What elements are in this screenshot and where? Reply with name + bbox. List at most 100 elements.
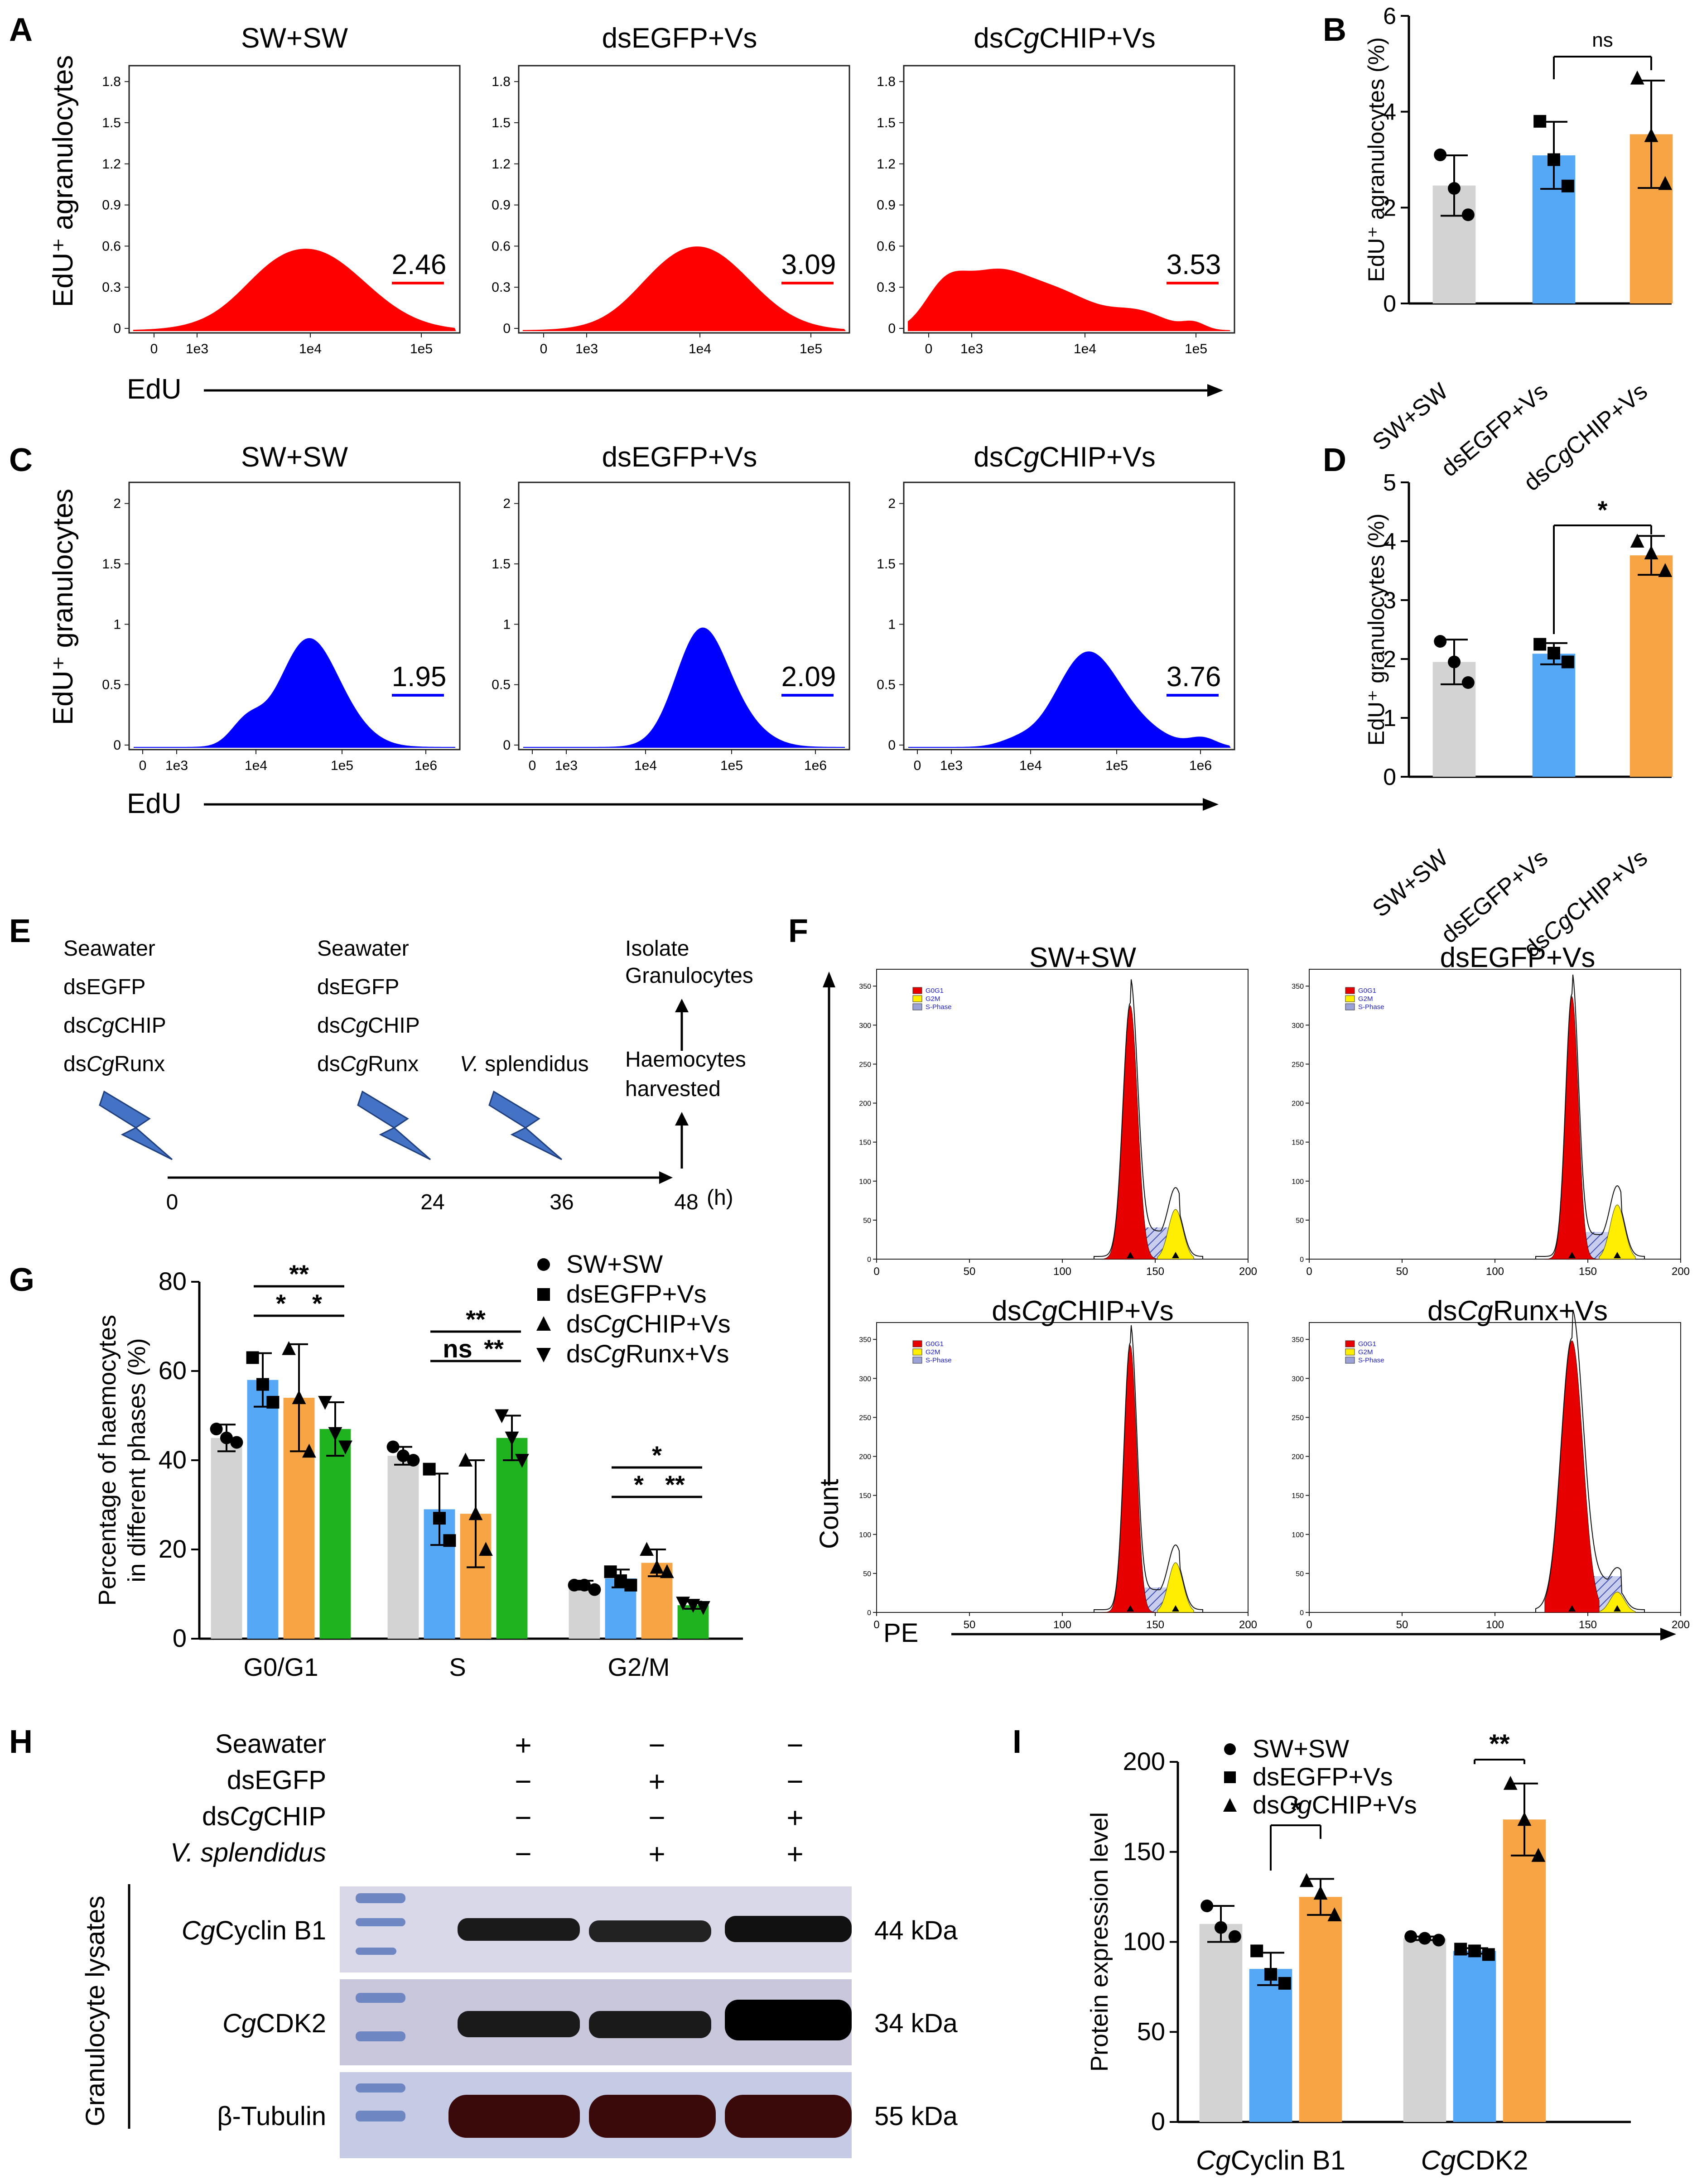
f-title-runx: dsCgRunx+Vs bbox=[1427, 1295, 1608, 1327]
y-tick-label: 2 bbox=[503, 496, 511, 511]
data-point bbox=[479, 1542, 493, 1556]
minus-sign: − bbox=[786, 1729, 803, 1761]
h-row-seawater: Seawater bbox=[215, 1729, 326, 1759]
minus-sign: − bbox=[648, 1729, 665, 1761]
data-point bbox=[1630, 534, 1644, 548]
band-cdk2-lane2 bbox=[589, 2011, 711, 2038]
cc-x-tick-label: 100 bbox=[1053, 1619, 1071, 1631]
panel-f: Count PE 0 50 100 150 200 250 300 350 0 50 100 150 2… bbox=[815, 942, 1690, 1648]
x-tick-label: 1e6 bbox=[1189, 758, 1212, 773]
cc-y-tick-label: 300 bbox=[859, 1375, 871, 1383]
data-point bbox=[1448, 182, 1461, 195]
cc-x-tick-label: 150 bbox=[1579, 1619, 1597, 1631]
y-tick-label: 1.2 bbox=[102, 157, 121, 172]
x-tick-label: 0 bbox=[925, 342, 933, 356]
panel-letter-f: F bbox=[788, 913, 808, 949]
legend-part: Runx+Vs bbox=[626, 1339, 729, 1368]
category-label: G0/G1 bbox=[244, 1653, 318, 1681]
e-col1-0: Seawater bbox=[63, 937, 155, 961]
panel-letter-c: C bbox=[9, 442, 33, 478]
data-point bbox=[686, 1599, 700, 1613]
histogram-curve bbox=[134, 638, 456, 748]
x-tick-label: 1e3 bbox=[555, 758, 578, 773]
category-label: CgCDK2 bbox=[1421, 2145, 1528, 2175]
panel-c-title-sw: SW+SW bbox=[241, 442, 348, 473]
panel-letter-a: A bbox=[9, 12, 33, 48]
x-tick-label: 1e4 bbox=[299, 342, 322, 356]
panel-c-ylabel: EdU⁺ granulocytes bbox=[48, 489, 79, 725]
bar bbox=[247, 1380, 279, 1639]
legend-part: ds bbox=[1253, 1790, 1279, 1819]
cc-x-tick-label: 200 bbox=[1672, 1265, 1690, 1278]
h-row-vs: V. splendidus bbox=[170, 1838, 326, 1867]
panel-h-western-blot: Seawater dsEGFP dsCgCHIP V. splendidus +… bbox=[81, 1729, 958, 2158]
data-point bbox=[1533, 115, 1547, 128]
band-tubulin-lane1 bbox=[448, 2095, 580, 2138]
x-tick-label: 1e4 bbox=[245, 758, 267, 773]
y-axis-label: Protein expression level bbox=[1086, 1812, 1113, 2072]
sig-label: ** bbox=[1489, 1729, 1510, 1759]
f-xlabel: PE bbox=[883, 1618, 918, 1648]
h-kda-cyclin: 44 kDa bbox=[874, 1916, 958, 1945]
gate-percentage: 2.09 bbox=[781, 661, 836, 693]
e-time-unit: (h) bbox=[707, 1186, 733, 1210]
legend-marker bbox=[536, 1348, 551, 1362]
cc-x-tick-label: 0 bbox=[1306, 1619, 1312, 1631]
legend-label: S-Phase bbox=[926, 1003, 952, 1011]
e-time-36: 36 bbox=[550, 1190, 574, 1214]
histogram-curve bbox=[523, 627, 845, 748]
category-label: G2/M bbox=[608, 1653, 670, 1681]
x-tick-label: 1e5 bbox=[1185, 342, 1207, 356]
data-point bbox=[1228, 1930, 1241, 1943]
y-tick-label: 2 bbox=[1383, 195, 1396, 221]
panel-letter-b: B bbox=[1323, 12, 1346, 48]
data-point bbox=[1561, 179, 1574, 192]
legend-label: SW+SW bbox=[1253, 1734, 1349, 1763]
legend-marker bbox=[1224, 1771, 1236, 1783]
legend-swatch bbox=[1345, 1340, 1355, 1347]
gate-percentage: 1.95 bbox=[392, 661, 447, 693]
band-cyclin-lane3 bbox=[725, 1916, 852, 1942]
b-xlabel-sw: SW+SW bbox=[1368, 378, 1453, 456]
y-tick-label: 0.6 bbox=[492, 239, 511, 254]
y-tick-label: 5 bbox=[1383, 470, 1396, 496]
plus-sign: + bbox=[515, 1729, 531, 1761]
histogram-a-sw: 0 0.3 0.6 0.9 1.2 1.5 1.8 0 1e3 1e4 1e5 2.46 bbox=[102, 65, 461, 356]
marker-triangle bbox=[1568, 1605, 1576, 1612]
y-tick-label: 1 bbox=[888, 617, 896, 632]
panel-a-title-sw: SW+SW bbox=[241, 23, 348, 54]
ladder-band bbox=[356, 1993, 405, 2003]
h-side-label: Granulocyte lysates bbox=[81, 1895, 110, 2126]
sig-label: ** bbox=[289, 1260, 309, 1288]
x-tick-label: 1e3 bbox=[575, 342, 598, 356]
y-tick-label: 60 bbox=[159, 1356, 187, 1385]
cc-outline bbox=[1094, 979, 1203, 1259]
legend-marker bbox=[537, 1258, 550, 1271]
legend-label: S-Phase bbox=[926, 1357, 952, 1364]
cell-cycle-plot-sw: 0 50 100 150 200 250 300 350 0 50 100 150 200 G0G1G2M… bbox=[859, 969, 1257, 1278]
e-isolate-0: Isolate bbox=[625, 937, 689, 961]
sig-label: ** bbox=[484, 1334, 504, 1363]
cc-x-tick-label: 50 bbox=[1396, 1619, 1408, 1631]
cc-x-tick-label: 100 bbox=[1486, 1619, 1504, 1631]
bar bbox=[1453, 1951, 1496, 2122]
panel-letter-e: E bbox=[9, 913, 31, 949]
legend-part: Cg bbox=[593, 1309, 626, 1338]
y-tick-label: 0.6 bbox=[102, 239, 121, 254]
e-up-arrowhead-2 bbox=[675, 1112, 689, 1126]
g2m-peak bbox=[1599, 1204, 1636, 1260]
legend-label: G0G1 bbox=[1358, 987, 1376, 995]
h-band-name-tubulin: β-Tubulin bbox=[217, 2102, 326, 2131]
panel-c-title-egfp: dsEGFP+Vs bbox=[602, 442, 757, 473]
ladder-band bbox=[356, 2111, 405, 2121]
legend-swatch bbox=[912, 1340, 922, 1347]
plus-sign: + bbox=[648, 1838, 665, 1870]
y-tick-label: 1.8 bbox=[877, 74, 896, 89]
e-isolate-1: Granulocytes bbox=[625, 964, 753, 988]
data-point bbox=[407, 1454, 420, 1467]
cc-x-tick-label: 50 bbox=[964, 1619, 976, 1631]
data-point bbox=[696, 1601, 710, 1615]
x-tick-label: 0 bbox=[150, 342, 158, 356]
f-title-chip: dsCgCHIP+Vs bbox=[992, 1295, 1173, 1327]
